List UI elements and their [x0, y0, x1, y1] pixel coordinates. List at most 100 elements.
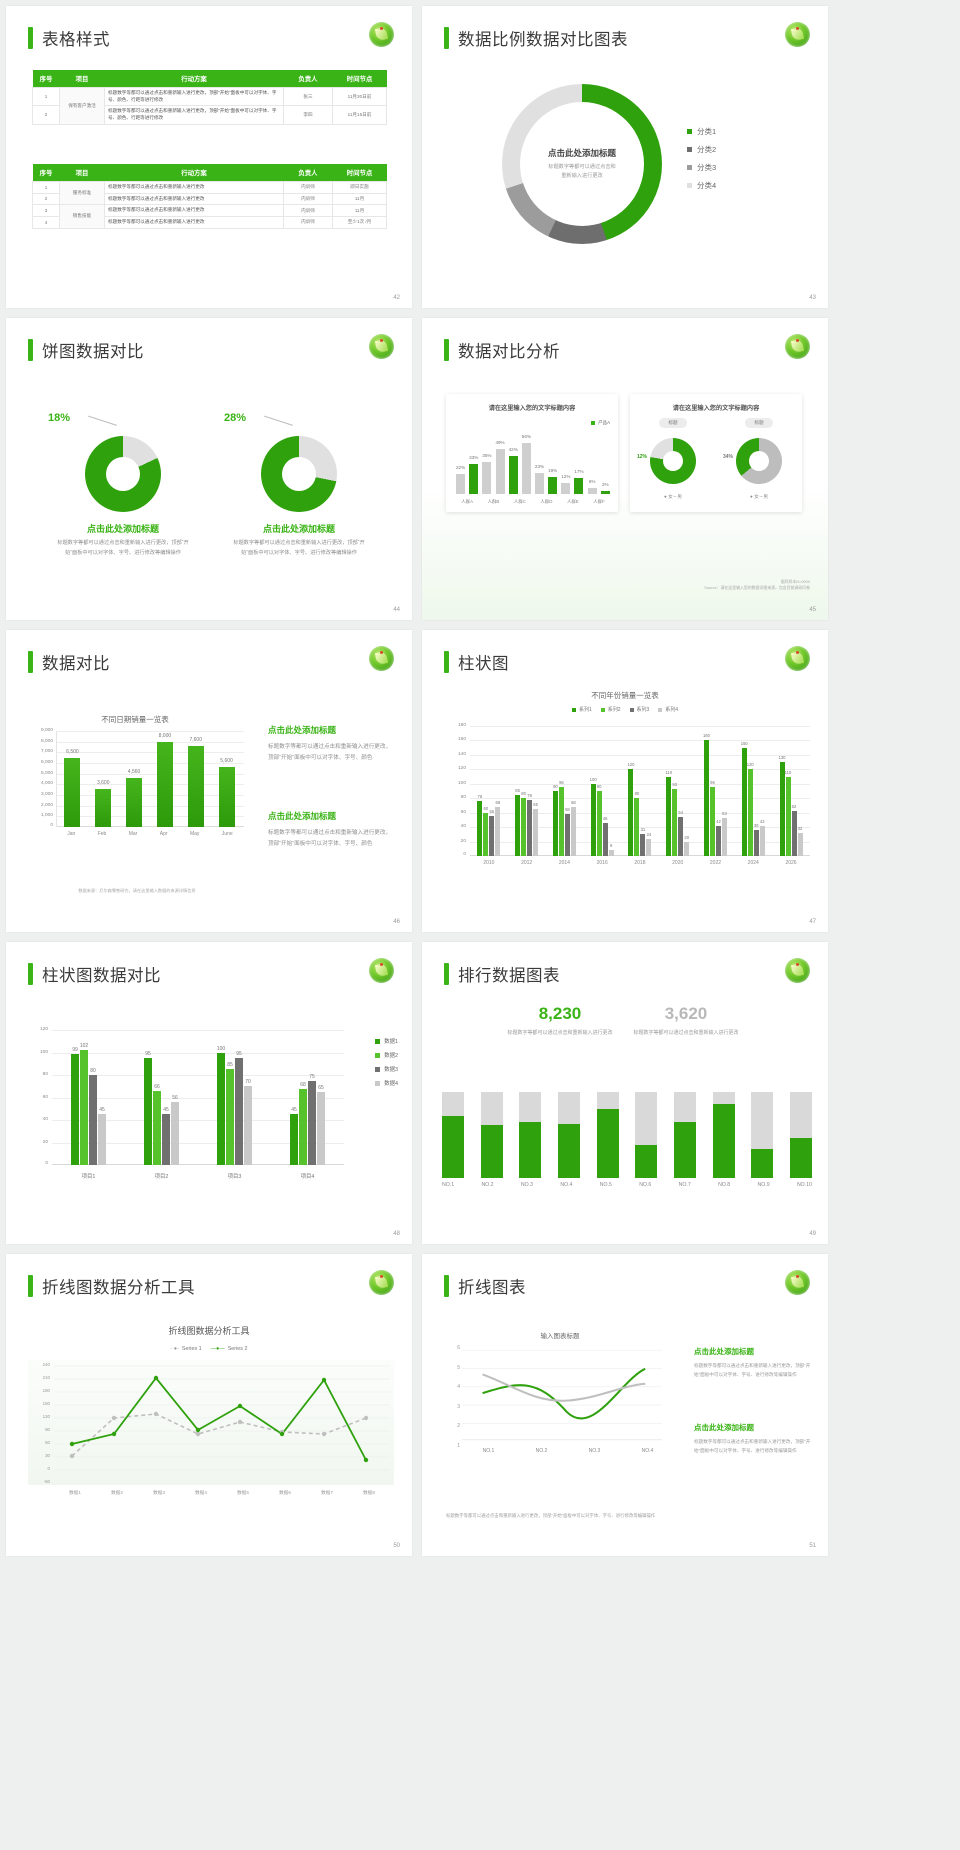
bar[interactable]: 68 — [299, 1082, 307, 1165]
slide-43[interactable]: 数据比例数据对比图表 点击此处添加标题 标题数字等都可以通过点击和 重新输入进行… — [422, 6, 828, 308]
bar[interactable]: 18% — [548, 468, 557, 494]
bar[interactable]: 22% — [456, 465, 465, 494]
legend-item[interactable]: 系列1 — [571, 706, 592, 713]
bar[interactable]: 90 — [596, 784, 602, 856]
bar[interactable]: 45 — [290, 1107, 298, 1165]
bar[interactable]: 35% — [482, 453, 491, 494]
bar[interactable]: 23% — [535, 464, 544, 494]
legend-item[interactable]: 系列4 — [658, 706, 678, 713]
kpi-secondary[interactable]: 3,620 标题数字等都可以通过点击和重新输入进行更改 — [630, 1004, 742, 1038]
ranking-bar[interactable] — [557, 1092, 580, 1178]
ranking-bar[interactable] — [519, 1092, 542, 1178]
slide-42[interactable]: 表格样式 序号 项目 行动方案 负责人 时间节点 1 保有客户激活 标题数字等都… — [6, 6, 412, 308]
bar[interactable]: 93 — [672, 782, 678, 856]
ranking-bars[interactable] — [442, 1092, 812, 1178]
bar[interactable]: 36 — [753, 823, 759, 856]
bar[interactable]: 100 — [217, 1046, 225, 1165]
bar[interactable]: 70 — [244, 1079, 252, 1165]
pill-label-left[interactable]: 标题 — [659, 418, 687, 428]
slide-46[interactable]: 数据对比 不同日期销量一览表 9,000 8,000 7,000 6,000 5… — [6, 630, 412, 932]
line-chart-51[interactable]: 输入图表标题 6 5 4 3 2 1 NO.1 NO.2 NO.3 NO.4 — [446, 1330, 674, 1454]
bar[interactable]: 96 — [709, 780, 715, 856]
pill-label-right[interactable]: 标题 — [745, 418, 773, 428]
bar-group[interactable]: 45 68 75 65 — [290, 1030, 325, 1165]
bar[interactable]: 102 — [80, 1043, 88, 1165]
table-row[interactable]: 4 标题数字等都可以通过点击和重新输入进行更改 内训师 至少1次 /月 — [32, 215, 387, 229]
bar[interactable]: 2% — [600, 482, 610, 494]
bar[interactable]: 3,600 — [95, 780, 112, 827]
bar[interactable]: 46 — [602, 816, 608, 856]
bar[interactable]: 33% — [469, 455, 478, 494]
bar[interactable]: 95 — [235, 1051, 243, 1165]
bar-chart-card[interactable]: 请在这里输入您的文字标题内容 产品A 22% 33% 35% 49% 42% 5… — [446, 394, 618, 512]
table-row[interactable]: 1 保有客户激活 标题数字等都可以通过点击和重新输入进行更改，顶部“开始”面板中… — [32, 86, 387, 125]
legend-item[interactable]: 分类1 — [687, 126, 716, 137]
bar[interactable]: 85 — [226, 1062, 234, 1165]
bar-group[interactable]: 110 93 54 20 — [665, 726, 690, 856]
bar[interactable]: 120 — [747, 762, 754, 856]
slide-47[interactable]: 柱状图 不同年份销量一览表 系列1 系列2 系列3 系列4 180 160 14… — [422, 630, 828, 932]
bar[interactable]: 6,500 — [64, 749, 81, 827]
bar[interactable]: 78 — [527, 793, 533, 856]
ranking-bar[interactable] — [635, 1092, 658, 1178]
donut-block-right[interactable]: 28% 点击此处添加标题 标题数字等都可以通过点击和重新输入进行更改，顶部“开始… — [214, 412, 384, 558]
bar[interactable]: 42% — [509, 447, 518, 494]
legend-item[interactable]: 数据2 — [375, 1051, 398, 1059]
bar[interactable]: 58 — [564, 807, 570, 856]
bar[interactable]: 68 — [570, 800, 576, 856]
bar[interactable]: 66 — [153, 1084, 161, 1165]
legend-item[interactable]: - ●- Series 1 — [170, 1346, 202, 1352]
bar[interactable]: 85 — [515, 788, 521, 856]
bar-group[interactable]: 120 80 31 24 — [627, 726, 652, 856]
bar[interactable]: 42 — [759, 819, 765, 856]
bar[interactable]: 32 — [797, 826, 803, 856]
bar[interactable]: 76 — [477, 794, 483, 856]
bar[interactable]: 31 — [640, 827, 646, 856]
bar[interactable]: 68 — [495, 800, 501, 856]
bar-group[interactable]: 76 60 55 68 — [477, 726, 501, 856]
donut-block-left[interactable]: 18% 点击此处添加标题 标题数字等都可以通过点击和重新输入进行更改，顶部“开始… — [38, 412, 208, 558]
legend-item[interactable]: 数据1 — [375, 1037, 398, 1045]
bar[interactable]: 65 — [317, 1085, 325, 1165]
bar[interactable]: 80 — [89, 1068, 97, 1165]
donut-chart-43[interactable]: 点击此处添加标题 标题数字等都可以通过点击和 重新输入进行更改 — [502, 84, 662, 244]
slide-49[interactable]: 排行数据图表 8,230 标题数字等都可以通过点击和重新输入进行更改 3,620… — [422, 942, 828, 1244]
bar[interactable]: 49% — [495, 440, 505, 494]
donut-left[interactable]: 12% — [637, 438, 696, 484]
grouped-bar-chart-48[interactable]: 120 100 80 60 40 20 0 99 102 80 45 95 66 45 56 1… — [40, 1027, 344, 1166]
bar[interactable]: 45 — [162, 1107, 170, 1165]
bar[interactable]: 56 — [171, 1095, 179, 1165]
slide-45[interactable]: 数据对比分析 请在这里输入您的文字标题内容 产品A 22% 33% 35% 49… — [422, 318, 828, 620]
ranking-bar[interactable] — [789, 1092, 812, 1178]
bar[interactable]: 4,560 — [126, 769, 143, 827]
chart-46[interactable]: 不同日期销量一览表 9,000 8,000 7,000 6,000 5,000 … — [26, 714, 244, 837]
bar[interactable]: 110 — [665, 770, 672, 856]
bar[interactable]: 53 — [721, 811, 727, 856]
bar[interactable]: 80 — [634, 791, 640, 856]
ranking-bar[interactable] — [480, 1092, 503, 1178]
bar[interactable]: 60 — [483, 806, 489, 856]
bar[interactable]: 95 — [144, 1051, 152, 1165]
bar-group[interactable]: 99 102 80 45 — [71, 1030, 106, 1165]
action-plan-table-1[interactable]: 序号 项目 行动方案 负责人 时间节点 1 保有客户激活 标题数字等都可以通过点… — [32, 70, 387, 125]
bar[interactable]: 42 — [715, 819, 721, 856]
legend-item[interactable]: 系列3 — [629, 706, 649, 713]
ranking-bar[interactable] — [712, 1092, 735, 1178]
bar[interactable]: 8,000 — [156, 733, 173, 827]
bar[interactable]: 24 — [646, 832, 652, 856]
bar[interactable]: 90 — [552, 784, 558, 856]
slide-50[interactable]: 折线图数据分析工具 折线图数据分析工具 - ●- Series 1 —●— Seri… — [6, 1254, 412, 1556]
bar[interactable]: 5,600 — [218, 758, 235, 827]
legend-item[interactable]: 分类4 — [687, 180, 716, 191]
table-row[interactable]: 2 标题数字等都可以通过点击和重新输入进行更改，顶部“开始”面板中可以对字体、字… — [32, 105, 387, 125]
donut-chart-left[interactable] — [85, 436, 161, 512]
legend-item[interactable]: 系列2 — [600, 706, 621, 713]
legend-item[interactable]: —●— Series 2 — [210, 1346, 248, 1352]
bar-group[interactable]: 100 90 46 9 — [590, 726, 614, 856]
bar[interactable]: 56% — [522, 434, 531, 494]
ranking-bar[interactable] — [751, 1092, 774, 1178]
bar[interactable]: 9 — [608, 843, 614, 856]
legend-item[interactable]: 数据3 — [375, 1065, 398, 1073]
bar[interactable]: 17% — [574, 469, 584, 494]
bar[interactable]: 110 — [785, 770, 791, 856]
